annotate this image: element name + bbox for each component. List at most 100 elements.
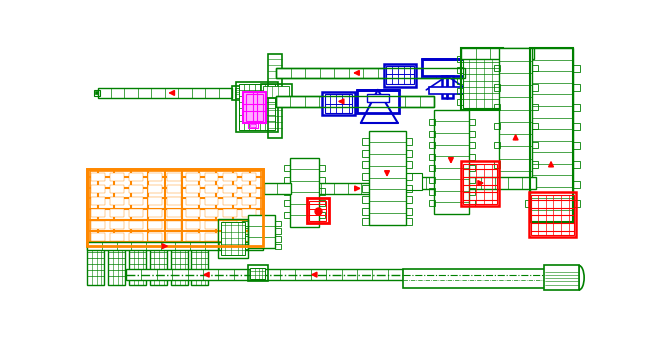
Bar bbox=[242, 197, 256, 205]
Bar bbox=[242, 244, 249, 249]
Bar bbox=[434, 110, 468, 214]
Bar bbox=[319, 177, 325, 183]
Bar bbox=[529, 192, 577, 237]
Bar bbox=[290, 158, 319, 227]
Bar bbox=[573, 123, 579, 130]
Bar bbox=[167, 185, 180, 193]
Bar bbox=[457, 88, 463, 94]
Bar bbox=[403, 269, 546, 288]
Bar bbox=[126, 269, 403, 280]
Bar bbox=[87, 169, 263, 246]
Bar bbox=[242, 209, 256, 217]
Bar bbox=[242, 173, 256, 181]
Bar bbox=[532, 85, 538, 91]
Bar bbox=[379, 174, 388, 192]
Bar bbox=[148, 185, 162, 193]
Bar bbox=[457, 67, 463, 73]
Bar bbox=[319, 200, 325, 206]
Bar bbox=[205, 185, 218, 193]
Bar bbox=[242, 236, 249, 241]
Bar bbox=[405, 208, 413, 214]
Bar bbox=[405, 161, 413, 168]
Bar bbox=[167, 197, 180, 205]
Bar bbox=[186, 185, 199, 193]
Bar bbox=[319, 188, 325, 194]
Bar bbox=[468, 188, 475, 194]
Bar bbox=[501, 56, 507, 62]
Bar bbox=[224, 221, 237, 229]
Bar bbox=[275, 244, 281, 249]
Bar bbox=[532, 161, 538, 168]
Bar bbox=[110, 221, 124, 229]
Bar bbox=[95, 91, 98, 94]
Bar bbox=[91, 185, 105, 193]
Bar bbox=[275, 229, 281, 234]
Bar bbox=[428, 165, 435, 172]
Bar bbox=[110, 173, 124, 181]
Bar bbox=[186, 197, 199, 205]
Bar bbox=[428, 131, 435, 137]
Bar bbox=[192, 246, 209, 285]
Bar bbox=[386, 66, 414, 85]
Bar bbox=[148, 221, 162, 229]
Bar bbox=[205, 197, 218, 205]
Bar bbox=[205, 173, 218, 181]
Bar bbox=[224, 197, 237, 205]
Bar bbox=[232, 86, 249, 100]
Bar bbox=[573, 142, 579, 149]
Bar bbox=[573, 161, 579, 168]
Bar bbox=[276, 67, 465, 78]
Bar bbox=[377, 172, 390, 194]
Bar bbox=[468, 119, 475, 125]
Bar bbox=[148, 173, 162, 181]
Bar bbox=[248, 265, 268, 281]
Bar bbox=[428, 200, 435, 206]
Bar bbox=[357, 90, 400, 113]
Bar bbox=[532, 142, 538, 148]
Bar bbox=[167, 233, 180, 241]
Bar bbox=[307, 183, 388, 194]
Bar bbox=[501, 78, 507, 84]
Bar bbox=[531, 194, 574, 234]
Bar bbox=[250, 268, 266, 278]
Bar bbox=[110, 185, 124, 193]
Bar bbox=[263, 86, 289, 97]
Bar bbox=[367, 94, 388, 102]
Bar bbox=[249, 122, 258, 128]
Bar bbox=[243, 92, 266, 123]
Bar bbox=[236, 82, 278, 132]
Bar bbox=[494, 123, 501, 129]
Bar bbox=[87, 169, 263, 246]
Bar bbox=[405, 185, 413, 192]
Bar bbox=[532, 123, 538, 129]
Bar bbox=[205, 233, 218, 241]
Bar bbox=[428, 177, 435, 183]
Bar bbox=[544, 265, 579, 290]
Bar bbox=[494, 104, 501, 110]
Bar bbox=[246, 94, 263, 121]
Bar bbox=[463, 51, 501, 107]
Bar bbox=[148, 197, 162, 205]
Bar bbox=[242, 221, 249, 226]
Bar bbox=[573, 85, 579, 91]
Bar bbox=[468, 165, 475, 172]
Bar bbox=[461, 161, 499, 206]
Bar bbox=[284, 212, 290, 218]
Bar bbox=[205, 221, 218, 229]
Bar bbox=[468, 154, 475, 160]
Bar bbox=[369, 131, 405, 225]
Bar bbox=[468, 142, 475, 148]
Bar bbox=[362, 161, 369, 168]
Bar bbox=[167, 221, 180, 229]
Bar bbox=[87, 246, 104, 285]
Bar bbox=[220, 221, 245, 256]
Bar bbox=[264, 183, 291, 194]
Bar bbox=[362, 150, 369, 157]
Bar bbox=[307, 198, 329, 223]
Bar bbox=[525, 142, 531, 149]
Bar bbox=[457, 56, 463, 62]
Bar bbox=[405, 138, 413, 145]
Bar bbox=[224, 209, 237, 217]
Bar bbox=[388, 173, 422, 190]
Bar bbox=[468, 131, 475, 137]
